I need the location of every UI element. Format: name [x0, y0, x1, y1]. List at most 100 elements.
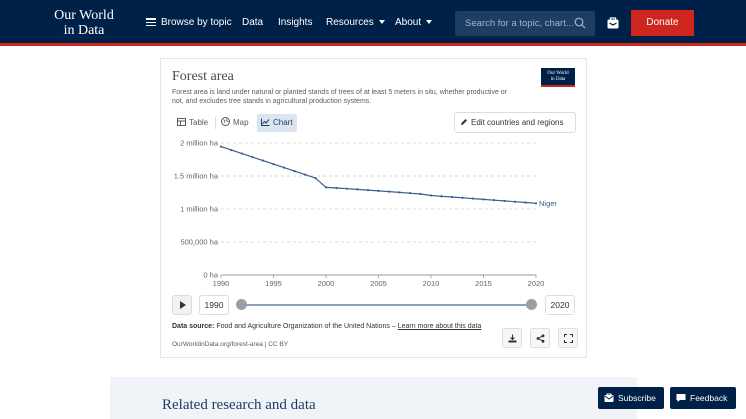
- y-tick-label: 1 million ha: [180, 205, 219, 214]
- x-tick-label: 2000: [318, 279, 335, 288]
- logo-line-1: Our World: [54, 8, 114, 23]
- data-point: [419, 192, 422, 196]
- x-tick-label: 2005: [370, 279, 387, 288]
- tab-chart-label: Chart: [273, 118, 293, 127]
- data-point: [272, 163, 275, 166]
- browse-by-topic-menu[interactable]: Browse by topic: [146, 17, 232, 29]
- series-line-niger: [220, 146, 537, 204]
- data-source: Data source: Food and Agriculture Organi…: [172, 322, 492, 331]
- data-point: [534, 202, 538, 205]
- envelope-icon: [604, 393, 614, 402]
- x-tick-label: 2010: [423, 279, 440, 288]
- data-point: [314, 177, 317, 180]
- data-point: [345, 187, 349, 190]
- x-tick-label: 1995: [265, 279, 282, 288]
- data-point: [324, 186, 328, 189]
- resources-label: Resources: [326, 17, 374, 28]
- data-point: [356, 188, 359, 191]
- fullscreen-button[interactable]: [558, 328, 578, 348]
- data-point: [398, 191, 401, 194]
- about-label: About: [395, 17, 422, 28]
- owid-logo-badge[interactable]: Our World in Data: [541, 68, 575, 87]
- data-point: [408, 192, 412, 195]
- download-icon: [508, 334, 517, 343]
- tab-table-label: Table: [189, 118, 209, 127]
- data-point: [492, 199, 496, 202]
- y-tick-label: 500,000 ha: [180, 238, 218, 247]
- data-point: [524, 201, 527, 204]
- site-logo[interactable]: Our World in Data: [44, 8, 124, 38]
- logo-line-2: in Data: [63, 23, 105, 38]
- y-tick-label: 1.5 million ha: [174, 172, 219, 181]
- search-input[interactable]: Search for a topic, chart...: [455, 11, 595, 36]
- data-point: [461, 196, 464, 199]
- y-tick-label: 2 million ha: [180, 139, 219, 148]
- subscribe-bag-icon[interactable]: [606, 16, 620, 30]
- edit-countries-label: Edit countries and regions: [471, 118, 564, 127]
- grapher-card: Forest area Forest area is land under na…: [160, 58, 587, 358]
- nav-resources-menu[interactable]: Resources: [326, 17, 385, 29]
- badge-line-1: Our World: [547, 71, 569, 76]
- data-point: [482, 198, 485, 201]
- tab-chart[interactable]: Chart: [257, 114, 297, 132]
- data-point: [219, 145, 223, 148]
- start-year-box[interactable]: 1990: [199, 295, 229, 315]
- tab-table[interactable]: Table: [177, 114, 208, 132]
- source-label: Data source:: [172, 323, 215, 330]
- x-tick-label: 2015: [475, 279, 492, 288]
- start-year-handle[interactable]: [236, 299, 247, 310]
- data-point: [366, 189, 370, 192]
- y-tick-label: 0 ha: [203, 271, 218, 280]
- subscribe-button[interactable]: Subscribe: [598, 387, 664, 409]
- x-tick-label: 1990: [213, 279, 230, 288]
- data-point: [230, 149, 233, 152]
- data-point: [303, 173, 307, 176]
- related-research-section: Related research and data: [110, 377, 637, 419]
- data-point: [251, 156, 254, 159]
- nav-about-menu[interactable]: About: [395, 17, 433, 29]
- source-text: Food and Agriculture Organization of the…: [216, 323, 396, 330]
- share-icon: [536, 334, 545, 343]
- feedback-label: Feedback: [690, 393, 728, 403]
- data-point: [387, 190, 391, 193]
- share-button[interactable]: [530, 328, 550, 348]
- feedback-button[interactable]: Feedback: [670, 387, 736, 409]
- nav-insights-link[interactable]: Insights: [278, 17, 313, 28]
- globe-icon: [221, 117, 230, 126]
- play-button[interactable]: [172, 295, 192, 315]
- nav-data-link[interactable]: Data: [242, 17, 264, 28]
- tab-divider: [215, 117, 216, 129]
- series-label: Niger: [539, 199, 557, 208]
- search-icon[interactable]: [574, 17, 586, 29]
- tab-map-label: Map: [233, 118, 249, 127]
- chevron-down-icon: [378, 20, 385, 25]
- edit-countries-button[interactable]: Edit countries and regions: [454, 112, 576, 133]
- donate-button[interactable]: Donate: [631, 10, 694, 36]
- end-year-box[interactable]: 2020: [545, 295, 575, 315]
- chart-url[interactable]: OurWorldinData.org/forest-area | CC BY: [172, 341, 289, 348]
- data-point: [282, 166, 286, 169]
- data-point: [377, 189, 380, 192]
- data-point: [293, 170, 296, 173]
- line-chart-icon: [261, 118, 270, 126]
- timeline-track[interactable]: [240, 304, 532, 306]
- top-navigation: Our World in Data Browse by topic Data I…: [0, 0, 746, 46]
- pencil-icon: [461, 119, 467, 125]
- table-icon: [177, 118, 186, 126]
- search-placeholder: Search for a topic, chart...: [465, 18, 574, 29]
- data-point: [450, 195, 454, 199]
- timeline-controls: 1990 2020: [172, 295, 576, 315]
- chart-subtitle: Forest area is land under natural or pla…: [172, 89, 508, 105]
- end-year-handle[interactable]: [526, 299, 537, 310]
- menu-icon: [146, 18, 156, 27]
- badge-line-2: in Data: [550, 77, 566, 82]
- learn-more-link[interactable]: Learn more about this data: [397, 323, 482, 330]
- chart-title: Forest area: [172, 69, 234, 84]
- data-point: [429, 194, 433, 197]
- tab-map[interactable]: Map: [221, 114, 249, 132]
- forest-area-chart: 0 ha 500,000 ha 1 million ha 1.5 million ha…: [174, 139, 558, 289]
- data-point: [503, 199, 506, 203]
- data-point: [471, 197, 475, 200]
- download-button[interactable]: [502, 328, 522, 348]
- expand-icon: [564, 334, 573, 343]
